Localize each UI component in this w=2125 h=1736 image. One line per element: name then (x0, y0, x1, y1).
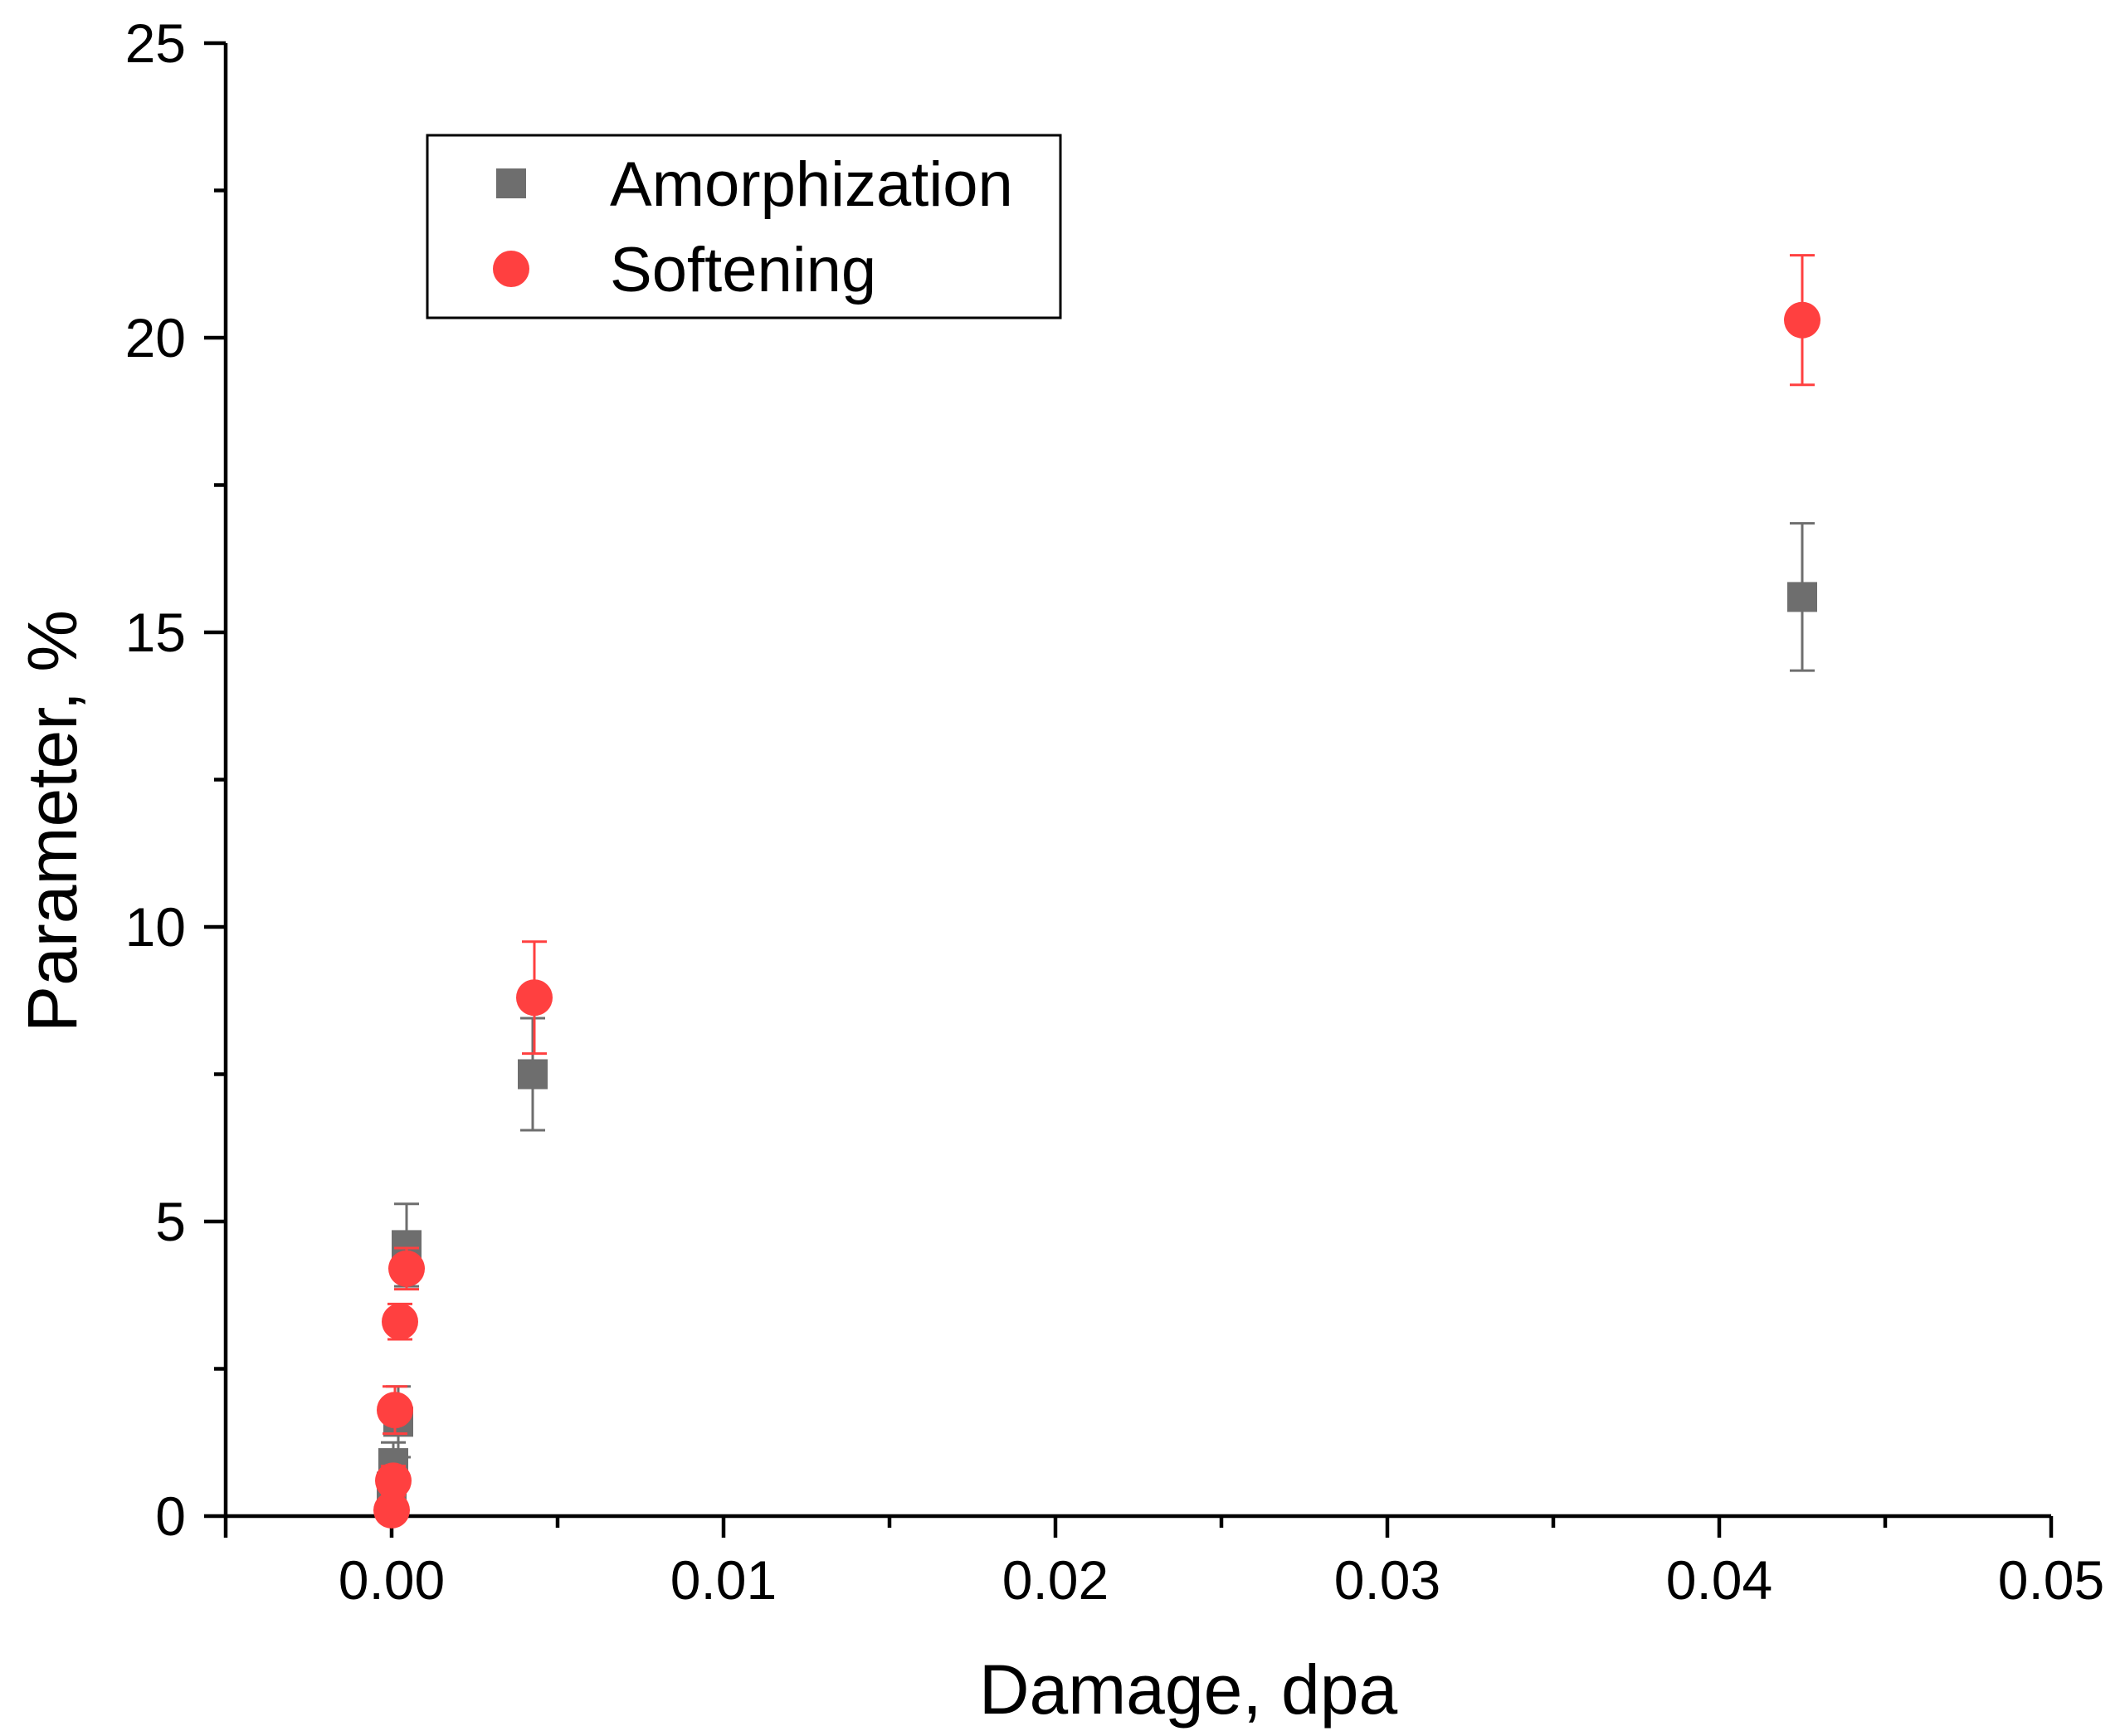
x-tick-label: 0.03 (1334, 1549, 1440, 1611)
x-tick-label: 0.04 (1666, 1549, 1772, 1611)
data-point-square (1787, 582, 1817, 612)
y-tick-label: 10 (125, 896, 186, 958)
y-tick-label: 15 (125, 602, 186, 663)
legend-label-amorphization: Amorphization (610, 149, 1013, 220)
data-point-square (518, 1059, 548, 1090)
data-point-circle (1784, 301, 1820, 339)
data-point-circle (377, 1392, 413, 1429)
y-tick-label: 0 (155, 1485, 186, 1547)
ticks (204, 41, 2054, 1538)
y-tick-label: 20 (125, 307, 186, 368)
x-tick-label: 0.01 (670, 1549, 777, 1611)
data-point-circle (388, 1250, 425, 1287)
legend: Amorphization Softening (426, 134, 1062, 319)
data-point-circle (373, 1491, 410, 1529)
series-amorphization (377, 522, 1817, 1506)
y-axis-title: Parameter, % (13, 610, 91, 1032)
y-tick-label: 5 (155, 1191, 186, 1252)
x-tick-label: 0.05 (1998, 1549, 2104, 1611)
x-tick-label: 0.02 (1002, 1549, 1109, 1611)
data-point-circle (516, 979, 553, 1017)
legend-label-softening: Softening (610, 235, 876, 305)
data-point-circle (382, 1303, 418, 1340)
data-marks (373, 254, 1820, 1529)
legend-box (426, 134, 1062, 319)
x-axis-title: Damage, dpa (979, 1651, 1398, 1729)
x-tick-label: 0.00 (339, 1549, 445, 1611)
legend-marker-amorphization (496, 168, 526, 198)
series-softening (373, 254, 1820, 1529)
data-point-circle (375, 1462, 412, 1499)
legend-marker-softening (493, 251, 529, 287)
tick-labels: 0.00 0.01 0.02 0.03 0.04 0.05 0 5 10 15 20 25 (125, 12, 2105, 1611)
y-tick-label: 25 (125, 12, 186, 74)
